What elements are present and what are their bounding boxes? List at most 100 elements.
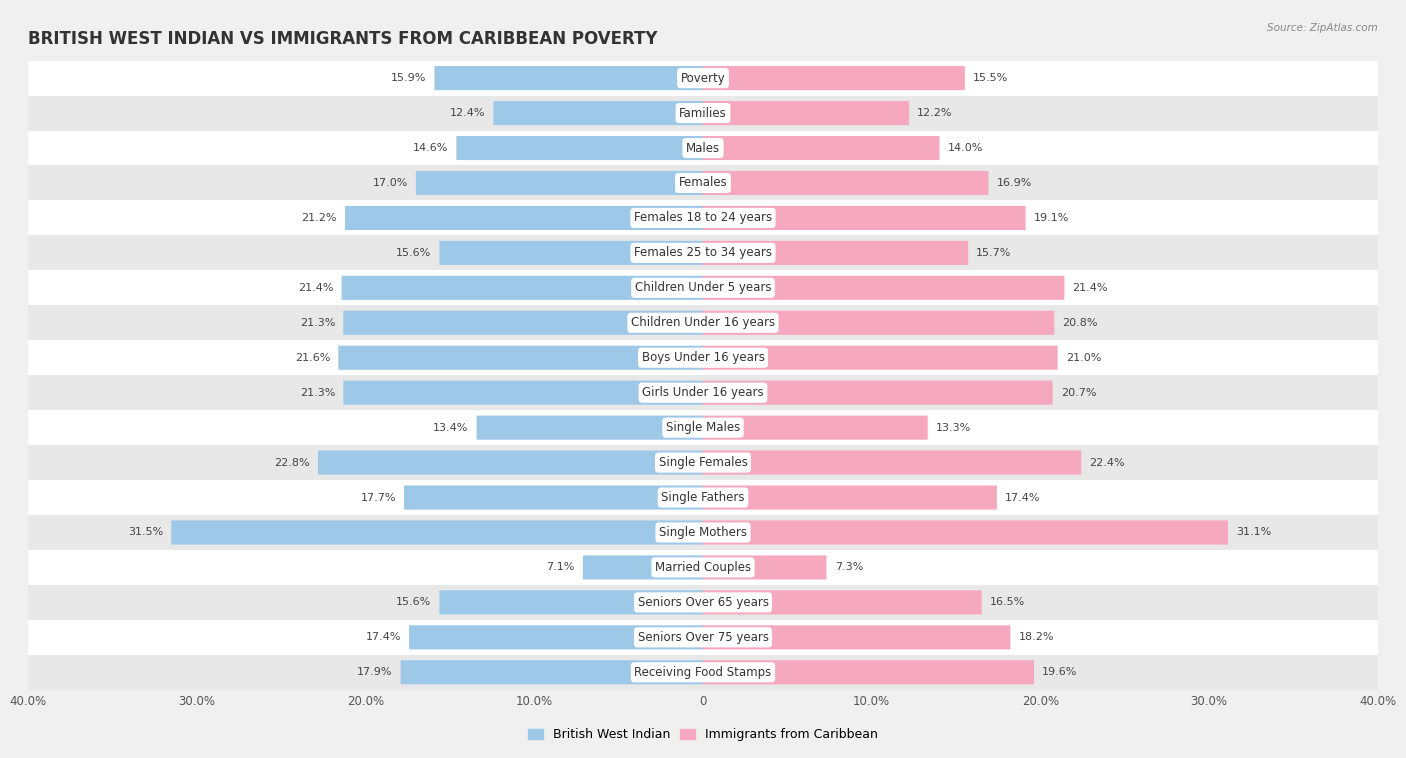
Text: 17.9%: 17.9% — [357, 667, 392, 678]
Text: Source: ZipAtlas.com: Source: ZipAtlas.com — [1267, 23, 1378, 33]
Text: Seniors Over 65 years: Seniors Over 65 years — [637, 596, 769, 609]
Text: 15.6%: 15.6% — [396, 597, 432, 607]
FancyBboxPatch shape — [440, 590, 703, 615]
Text: Poverty: Poverty — [681, 71, 725, 85]
Text: 22.8%: 22.8% — [274, 458, 309, 468]
Text: 21.3%: 21.3% — [299, 387, 335, 398]
FancyBboxPatch shape — [703, 381, 1053, 405]
FancyBboxPatch shape — [28, 480, 1378, 515]
FancyBboxPatch shape — [339, 346, 703, 370]
FancyBboxPatch shape — [703, 101, 910, 125]
FancyBboxPatch shape — [703, 276, 1064, 300]
FancyBboxPatch shape — [28, 236, 1378, 271]
FancyBboxPatch shape — [703, 171, 988, 195]
Text: Children Under 5 years: Children Under 5 years — [634, 281, 772, 294]
FancyBboxPatch shape — [583, 556, 703, 580]
FancyBboxPatch shape — [28, 375, 1378, 410]
Text: 21.4%: 21.4% — [1073, 283, 1108, 293]
FancyBboxPatch shape — [28, 550, 1378, 585]
Text: 14.0%: 14.0% — [948, 143, 983, 153]
Text: Females: Females — [679, 177, 727, 190]
Text: 13.3%: 13.3% — [936, 423, 972, 433]
FancyBboxPatch shape — [703, 346, 1057, 370]
Text: 16.5%: 16.5% — [990, 597, 1025, 607]
FancyBboxPatch shape — [477, 415, 703, 440]
FancyBboxPatch shape — [434, 66, 703, 90]
Text: 15.5%: 15.5% — [973, 73, 1008, 83]
Text: 12.2%: 12.2% — [917, 108, 953, 118]
FancyBboxPatch shape — [318, 450, 703, 475]
FancyBboxPatch shape — [703, 450, 1081, 475]
Text: Single Fathers: Single Fathers — [661, 491, 745, 504]
Text: Males: Males — [686, 142, 720, 155]
Text: 15.6%: 15.6% — [396, 248, 432, 258]
FancyBboxPatch shape — [703, 660, 1033, 684]
Text: 14.6%: 14.6% — [413, 143, 449, 153]
FancyBboxPatch shape — [28, 410, 1378, 445]
FancyBboxPatch shape — [457, 136, 703, 160]
Text: 18.2%: 18.2% — [1018, 632, 1054, 642]
Text: Families: Families — [679, 107, 727, 120]
FancyBboxPatch shape — [401, 660, 703, 684]
Text: Single Males: Single Males — [666, 421, 740, 434]
FancyBboxPatch shape — [28, 655, 1378, 690]
FancyBboxPatch shape — [28, 130, 1378, 165]
FancyBboxPatch shape — [440, 241, 703, 265]
FancyBboxPatch shape — [28, 165, 1378, 200]
FancyBboxPatch shape — [172, 521, 703, 544]
Text: Girls Under 16 years: Girls Under 16 years — [643, 386, 763, 399]
Text: 15.7%: 15.7% — [976, 248, 1012, 258]
Text: 7.3%: 7.3% — [835, 562, 863, 572]
FancyBboxPatch shape — [28, 96, 1378, 130]
FancyBboxPatch shape — [28, 305, 1378, 340]
Text: 21.2%: 21.2% — [301, 213, 337, 223]
FancyBboxPatch shape — [28, 271, 1378, 305]
FancyBboxPatch shape — [703, 66, 965, 90]
FancyBboxPatch shape — [28, 515, 1378, 550]
FancyBboxPatch shape — [703, 485, 997, 509]
Text: 13.4%: 13.4% — [433, 423, 468, 433]
Text: 21.6%: 21.6% — [295, 352, 330, 363]
FancyBboxPatch shape — [28, 61, 1378, 96]
Text: 21.0%: 21.0% — [1066, 352, 1101, 363]
Text: 17.7%: 17.7% — [360, 493, 396, 503]
FancyBboxPatch shape — [343, 381, 703, 405]
Text: Children Under 16 years: Children Under 16 years — [631, 316, 775, 329]
FancyBboxPatch shape — [28, 200, 1378, 236]
Text: 20.7%: 20.7% — [1060, 387, 1097, 398]
FancyBboxPatch shape — [703, 206, 1025, 230]
Text: 19.6%: 19.6% — [1042, 667, 1077, 678]
Text: Single Mothers: Single Mothers — [659, 526, 747, 539]
Text: Married Couples: Married Couples — [655, 561, 751, 574]
FancyBboxPatch shape — [404, 485, 703, 509]
Text: Females 18 to 24 years: Females 18 to 24 years — [634, 211, 772, 224]
FancyBboxPatch shape — [416, 171, 703, 195]
FancyBboxPatch shape — [28, 340, 1378, 375]
Text: 17.4%: 17.4% — [1005, 493, 1040, 503]
Text: 17.4%: 17.4% — [366, 632, 401, 642]
FancyBboxPatch shape — [703, 415, 928, 440]
Text: 20.8%: 20.8% — [1063, 318, 1098, 327]
FancyBboxPatch shape — [703, 590, 981, 615]
Text: Seniors Over 75 years: Seniors Over 75 years — [637, 631, 769, 644]
FancyBboxPatch shape — [703, 311, 1054, 335]
Text: 17.0%: 17.0% — [373, 178, 408, 188]
Text: 31.1%: 31.1% — [1236, 528, 1271, 537]
FancyBboxPatch shape — [343, 311, 703, 335]
FancyBboxPatch shape — [703, 521, 1227, 544]
Text: 22.4%: 22.4% — [1090, 458, 1125, 468]
Text: Receiving Food Stamps: Receiving Food Stamps — [634, 666, 772, 679]
Text: 15.9%: 15.9% — [391, 73, 426, 83]
Text: 21.4%: 21.4% — [298, 283, 333, 293]
Text: 7.1%: 7.1% — [547, 562, 575, 572]
FancyBboxPatch shape — [703, 625, 1011, 650]
Legend: British West Indian, Immigrants from Caribbean: British West Indian, Immigrants from Car… — [523, 723, 883, 747]
FancyBboxPatch shape — [409, 625, 703, 650]
Text: 12.4%: 12.4% — [450, 108, 485, 118]
Text: BRITISH WEST INDIAN VS IMMIGRANTS FROM CARIBBEAN POVERTY: BRITISH WEST INDIAN VS IMMIGRANTS FROM C… — [28, 30, 658, 48]
FancyBboxPatch shape — [703, 136, 939, 160]
Text: 16.9%: 16.9% — [997, 178, 1032, 188]
FancyBboxPatch shape — [28, 620, 1378, 655]
FancyBboxPatch shape — [28, 585, 1378, 620]
FancyBboxPatch shape — [28, 445, 1378, 480]
